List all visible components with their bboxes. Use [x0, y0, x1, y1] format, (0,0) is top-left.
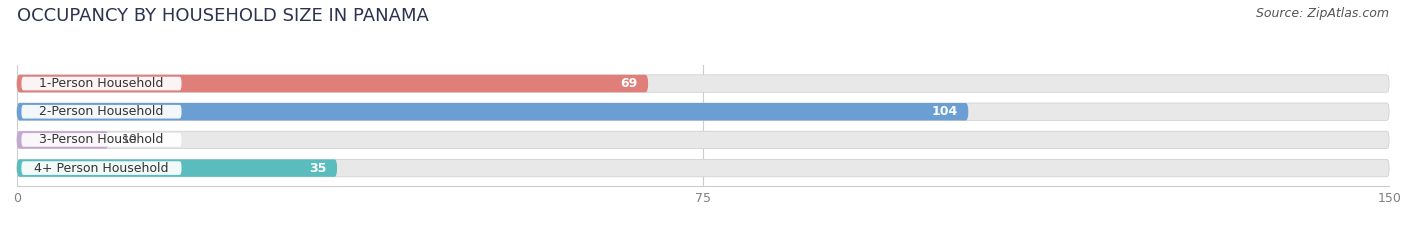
FancyBboxPatch shape: [17, 75, 1389, 92]
FancyBboxPatch shape: [17, 75, 648, 92]
Text: 69: 69: [620, 77, 637, 90]
Text: 4+ Person Household: 4+ Person Household: [34, 161, 169, 175]
Text: 104: 104: [931, 105, 957, 118]
FancyBboxPatch shape: [17, 159, 337, 177]
Text: 3-Person Household: 3-Person Household: [39, 134, 163, 146]
FancyBboxPatch shape: [17, 159, 1389, 177]
Text: 2-Person Household: 2-Person Household: [39, 105, 163, 118]
FancyBboxPatch shape: [17, 103, 969, 120]
FancyBboxPatch shape: [17, 131, 108, 149]
FancyBboxPatch shape: [21, 105, 181, 119]
FancyBboxPatch shape: [21, 161, 181, 175]
Text: 10: 10: [122, 134, 138, 146]
Text: Source: ZipAtlas.com: Source: ZipAtlas.com: [1256, 7, 1389, 20]
FancyBboxPatch shape: [21, 77, 181, 90]
FancyBboxPatch shape: [17, 131, 1389, 149]
Text: 1-Person Household: 1-Person Household: [39, 77, 163, 90]
FancyBboxPatch shape: [17, 103, 1389, 120]
FancyBboxPatch shape: [21, 133, 181, 147]
Text: 35: 35: [309, 161, 326, 175]
Text: OCCUPANCY BY HOUSEHOLD SIZE IN PANAMA: OCCUPANCY BY HOUSEHOLD SIZE IN PANAMA: [17, 7, 429, 25]
